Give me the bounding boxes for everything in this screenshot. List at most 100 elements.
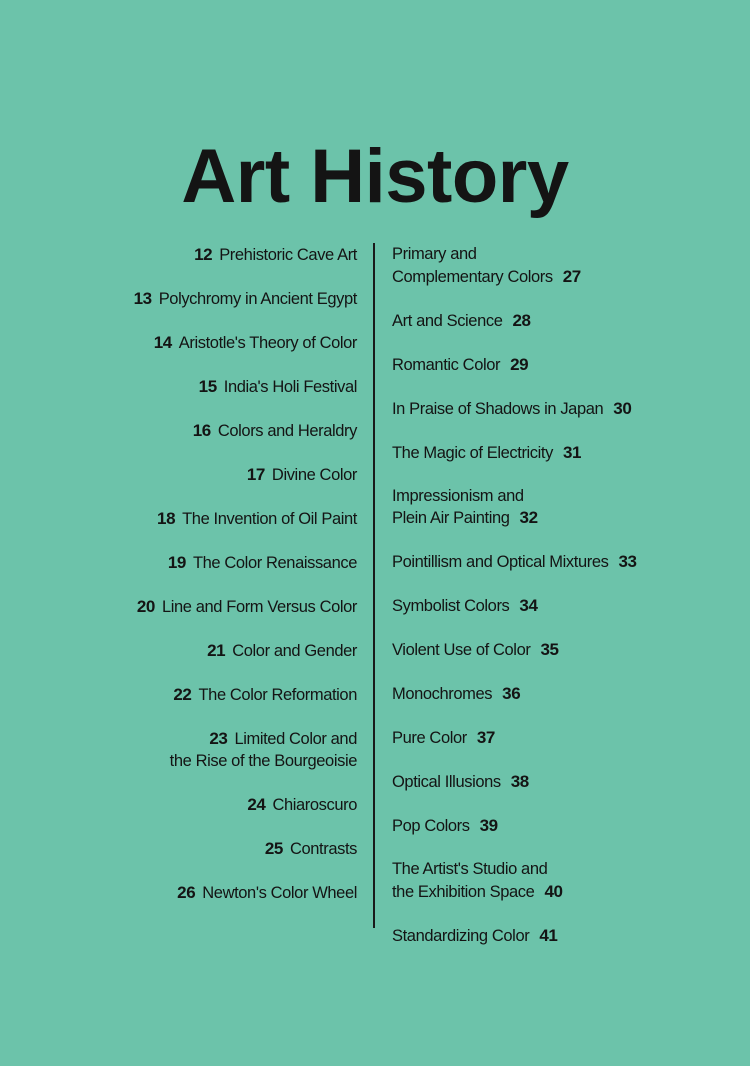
toc-entry-line: Impressionism and: [392, 486, 637, 508]
page-number: 13: [133, 289, 153, 308]
entry-title: Symbolist Colors: [392, 597, 510, 615]
page-number: 41: [539, 925, 558, 945]
toc-entry-line: Violent Use of Color 35: [392, 639, 637, 662]
page-number: 14: [153, 333, 173, 352]
page-number: 27: [562, 266, 582, 286]
toc-entry-line: 23 Limited Color and: [134, 728, 357, 751]
entry-title: Pointillism and Optical Mixtures: [392, 553, 609, 571]
toc-right-column: Primary and Complementary Colors 27 Art and…: [392, 244, 637, 969]
page-number: 30: [613, 398, 632, 418]
toc-entry: Standardizing Color 41: [392, 925, 637, 948]
page-number: 39: [479, 816, 499, 835]
page-number: 32: [519, 508, 539, 527]
toc-entry: Primary and Complementary Colors 27: [392, 244, 637, 288]
toc-entry: 24 Chiaroscuro: [134, 794, 357, 817]
toc-entry: 17 Divine Color: [134, 464, 358, 487]
toc-entry-line: Monochromes 36: [392, 683, 637, 706]
page-number: 28: [512, 310, 531, 330]
toc-entry: Pointillism and Optical Mixtures 33: [392, 551, 637, 574]
entry-title: Contrasts: [289, 839, 357, 858]
entry-title: The Color Reformation: [198, 686, 357, 704]
toc-entry-line: 21 Color and Gender: [134, 640, 357, 663]
toc-entry-line: the Exhibition Space 40: [392, 881, 637, 904]
entry-title: Plein Air Painting: [392, 509, 510, 527]
toc-entry: 12 Prehistoric Cave Art: [134, 244, 357, 267]
entry-title: Newton's Color Wheel: [202, 883, 357, 902]
page-number: 31: [562, 442, 582, 462]
page-number: 34: [519, 596, 538, 615]
page-number: 35: [540, 640, 559, 659]
toc-entry: 21 Color and Gender: [134, 640, 357, 663]
page-number: 12: [194, 245, 213, 264]
entry-title: The Invention of Oil Paint: [182, 510, 357, 528]
toc-entry: Pure Color 37: [392, 727, 637, 750]
entry-title: Romantic Color: [392, 355, 501, 374]
toc-entry: 18 The Invention of Oil Paint: [134, 508, 357, 531]
entry-title: Optical Illusions: [392, 773, 501, 791]
page-title: Art History: [181, 134, 569, 219]
page-number: 29: [510, 354, 529, 374]
page-number: 26: [177, 882, 196, 902]
toc-entry-line: Pop Colors 39: [392, 815, 637, 838]
entry-title: Polychromy in Ancient Egypt: [158, 290, 358, 308]
toc-entry-line: the Rise of the Bourgeoisie: [134, 751, 358, 773]
page-number: 19: [167, 553, 187, 572]
toc-entry-line: 15 India's Holi Festival: [134, 376, 358, 399]
toc-entry-line: Symbolist Colors 34: [392, 595, 637, 618]
page-number: 20: [136, 597, 156, 616]
entry-title: Chiaroscuro: [272, 795, 357, 814]
page-number: 18: [157, 509, 176, 528]
column-divider: [373, 243, 375, 928]
toc-entry: The Artist's Studio and the Exhibition Sp…: [392, 859, 637, 903]
toc-entry: Impressionism and Plein Air Painting 32: [392, 486, 637, 530]
toc-entry: Romantic Color 29: [392, 354, 637, 377]
entry-title: In Praise of Shadows in Japan: [392, 399, 604, 418]
toc-entry-line: The Magic of Electricity 31: [392, 442, 637, 465]
page-number: 37: [476, 728, 496, 747]
entry-title: Complementary Colors: [392, 267, 553, 286]
toc-entry-line: 19 The Color Renaissance: [134, 552, 358, 575]
page-number: 21: [207, 641, 226, 660]
entry-title: the Rise of the Bourgeoisie: [169, 751, 358, 770]
entry-title: Violent Use of Color: [392, 641, 531, 659]
toc-entry-line: 16 Colors and Heraldry: [134, 420, 358, 443]
toc-entry: 13 Polychromy in Ancient Egypt: [133, 288, 358, 311]
page-number: 38: [510, 772, 530, 791]
toc-entry-line: Complementary Colors 27: [392, 266, 637, 289]
page-number: 25: [264, 838, 284, 858]
page-number: 33: [618, 552, 637, 571]
toc-entry: 26 Newton's Color Wheel: [134, 882, 357, 905]
entry-title: Art and Science: [392, 311, 503, 330]
toc-entry-line: Plein Air Painting 32: [392, 507, 637, 530]
toc-entry: 16 Colors and Heraldry: [134, 420, 358, 443]
toc-entry-line: Primary and: [392, 244, 637, 266]
toc-entry-line: 14 Aristotle's Theory of Color: [134, 332, 358, 355]
entry-title: India's Holi Festival: [223, 378, 358, 396]
entry-title: Limited Color and: [234, 730, 357, 748]
toc-entry-line: 20 Line and Form Versus Color: [134, 596, 358, 619]
page-number: 23: [209, 729, 228, 748]
entry-title: Monochromes: [392, 685, 493, 703]
entry-title: Prehistoric Cave Art: [219, 246, 357, 264]
toc-entry-line: 22 The Color Reformation: [134, 684, 357, 707]
toc-left-column: 12 Prehistoric Cave Art 13 Polychromy in An…: [133, 244, 358, 926]
toc-entry-line: Optical Illusions 38: [392, 771, 637, 794]
toc-entry-line: Romantic Color 29: [392, 354, 637, 377]
page-number: 17: [246, 465, 266, 484]
toc-entry: 25 Contrasts: [134, 838, 358, 861]
toc-entry-line: 13 Polychromy in Ancient Egypt: [133, 288, 358, 311]
toc-entry-line: 12 Prehistoric Cave Art: [134, 244, 357, 267]
entry-title: The Color Renaissance: [192, 554, 357, 572]
toc-entry: Symbolist Colors 34: [392, 595, 637, 618]
toc-entry-line: The Artist's Studio and: [392, 859, 637, 881]
entry-title: Pop Colors: [392, 817, 470, 835]
entry-title: Impressionism and: [392, 486, 524, 505]
page-number: 40: [544, 881, 563, 901]
page-number: 24: [247, 794, 266, 814]
entry-title: Line and Form Versus Color: [161, 598, 357, 616]
toc-entry: Monochromes 36: [392, 683, 637, 706]
toc-entry: 22 The Color Reformation: [134, 684, 357, 707]
toc-entry-line: Pointillism and Optical Mixtures 33: [392, 551, 637, 574]
page-number: 16: [192, 421, 212, 440]
entry-title: Color and Gender: [232, 642, 357, 660]
